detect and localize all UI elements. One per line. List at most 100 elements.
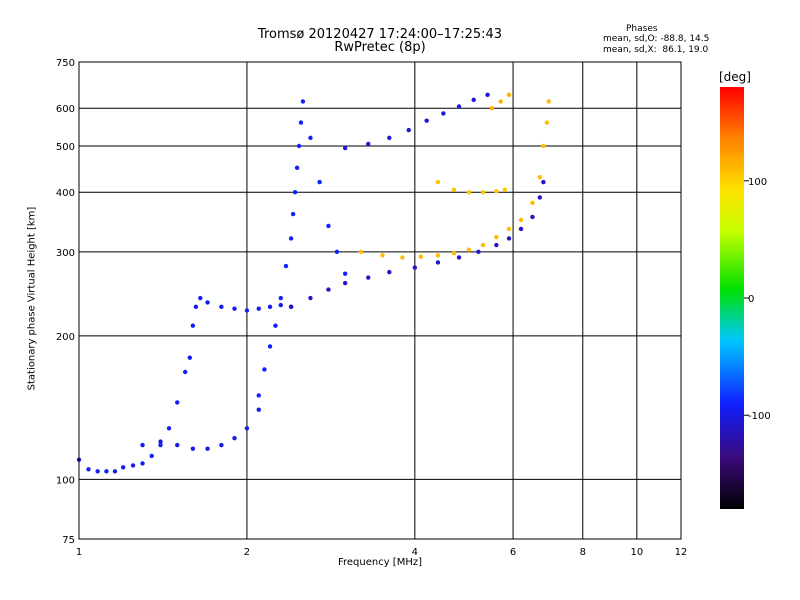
data-point — [400, 255, 405, 260]
y-tick-label: 200 — [56, 332, 75, 343]
x-tick-label: 1 — [76, 547, 82, 558]
data-point — [300, 99, 306, 104]
data-point — [342, 280, 348, 286]
data-point — [358, 249, 363, 255]
y-tick-label: 100 — [56, 475, 75, 486]
data-point — [140, 442, 145, 448]
data-point — [387, 269, 392, 275]
data-point — [541, 179, 546, 185]
data-point — [456, 104, 462, 109]
data-point — [480, 190, 486, 195]
data-point — [140, 461, 145, 466]
chart-subtitle: RwPretec (8p) — [334, 40, 426, 55]
data-point — [494, 242, 499, 248]
data-point — [308, 135, 313, 141]
data-points — [76, 92, 551, 474]
data-point — [232, 306, 237, 311]
data-point — [130, 463, 136, 468]
data-point — [267, 304, 273, 310]
data-point — [530, 200, 535, 206]
x-axis-label: Frequency [MHz] — [337, 557, 423, 568]
data-point — [424, 118, 429, 123]
colorbar-tick-label: 0 — [748, 294, 754, 305]
data-point — [502, 187, 508, 192]
x-tick-label: 4 — [412, 547, 418, 558]
x-tick-label: 10 — [630, 547, 643, 558]
data-point — [537, 195, 543, 200]
data-point — [294, 165, 300, 171]
data-point — [366, 141, 371, 147]
data-point — [166, 426, 172, 431]
data-point — [334, 249, 340, 255]
colorbar-ticks: 100 0 -100 — [744, 177, 771, 422]
data-point — [175, 400, 180, 405]
data-point — [182, 369, 188, 375]
data-point — [342, 145, 348, 151]
data-point — [518, 217, 524, 223]
data-point — [308, 295, 313, 301]
data-point — [149, 453, 154, 459]
y-tick-label: 400 — [56, 188, 75, 199]
data-point — [278, 295, 283, 301]
x-ticks: 1 2 4 6 8 10 12 — [76, 547, 688, 558]
data-point — [544, 120, 550, 125]
data-point — [219, 442, 224, 448]
data-point — [387, 135, 392, 141]
grid — [79, 62, 681, 539]
plot-frame — [78, 61, 682, 540]
data-point — [288, 236, 294, 241]
data-point — [326, 223, 331, 229]
data-point — [494, 234, 499, 240]
data-point — [466, 247, 472, 252]
data-point — [187, 355, 193, 360]
data-point — [205, 300, 210, 305]
data-point — [506, 226, 512, 232]
y-tick-label: 750 — [56, 58, 75, 69]
data-point — [298, 120, 304, 125]
data-point — [451, 251, 457, 256]
data-point — [418, 254, 424, 259]
data-point — [244, 308, 250, 313]
data-point — [530, 214, 535, 220]
data-point — [471, 97, 476, 102]
data-point — [366, 275, 371, 280]
data-point — [435, 253, 441, 258]
phase-stats-x: mean, sd,X: 86.1, 19.0 — [603, 45, 709, 55]
data-point — [489, 106, 495, 111]
data-point — [406, 127, 411, 133]
data-point — [466, 190, 472, 195]
colorbar-tick-label: 100 — [748, 177, 767, 188]
data-point — [112, 469, 118, 474]
data-point — [95, 469, 100, 474]
colorbar-label: [deg] — [719, 70, 751, 84]
data-point — [506, 236, 512, 241]
x-tick-label: 6 — [510, 547, 516, 558]
data-point — [506, 92, 512, 98]
data-point — [537, 175, 543, 180]
data-point — [256, 306, 261, 311]
data-point — [193, 304, 199, 310]
phase-stats-o: mean, sd,O: -88.8, 14.5 — [603, 34, 710, 44]
data-point — [198, 295, 203, 301]
data-point — [456, 255, 462, 260]
data-point — [451, 187, 457, 192]
y-tick-label: 300 — [56, 248, 75, 259]
data-point — [158, 442, 163, 448]
x-tick-label: 12 — [675, 547, 688, 558]
y-tick-label: 75 — [62, 535, 75, 546]
data-point — [256, 393, 261, 398]
data-point — [267, 344, 273, 349]
data-point — [273, 323, 278, 328]
data-point — [412, 265, 418, 270]
data-point — [342, 271, 348, 276]
data-point — [86, 467, 91, 472]
data-point — [380, 253, 385, 258]
x-tick-label: 8 — [580, 547, 586, 558]
phase-stats-header: Phases — [626, 24, 658, 34]
data-point — [485, 92, 490, 98]
x-tick-label: 2 — [244, 547, 250, 558]
data-point — [435, 179, 441, 185]
data-point — [476, 249, 481, 255]
data-point — [244, 426, 250, 431]
